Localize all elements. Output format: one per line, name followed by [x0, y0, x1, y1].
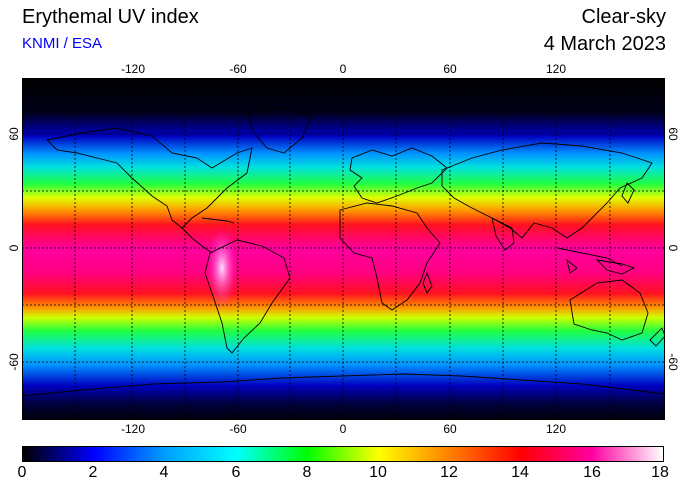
andes-peak-highlight [206, 226, 238, 310]
sky-mode-label: Clear-sky [581, 6, 666, 28]
credit-label: KNMI / ESA [22, 35, 103, 52]
colorbar-label: 4 [159, 464, 169, 481]
lat-tick-right: 60 [666, 127, 680, 141]
uv-index-map [22, 78, 665, 420]
lat-tick-left: 0 [7, 244, 21, 252]
lon-tick-top: 60 [443, 62, 457, 76]
map-border [22, 78, 665, 420]
lon-tick-top: -120 [120, 62, 146, 76]
colorbar-label: 18 [651, 464, 669, 481]
uv-colorbar [22, 446, 664, 462]
uv-field [22, 78, 665, 420]
lat-tick-right: 0 [666, 244, 680, 252]
lat-tick-right: -60 [666, 353, 680, 371]
continent-outlines [22, 107, 665, 397]
lat-tick-left: -60 [7, 353, 21, 371]
graticule [22, 78, 665, 420]
colorbar-label: 12 [440, 464, 458, 481]
colorbar-label: 6 [231, 464, 241, 481]
map-title: Erythemal UV index [22, 6, 199, 28]
colorbar-label: 10 [369, 464, 387, 481]
colorbar-label: 2 [88, 464, 98, 481]
lon-tick-top: -60 [229, 62, 247, 76]
lon-tick-top: 0 [339, 62, 347, 76]
lon-tick-bottom: -60 [229, 422, 247, 436]
lon-tick-bottom: 120 [545, 422, 567, 436]
colorbar-label: 0 [17, 464, 27, 481]
lon-tick-top: 120 [545, 62, 567, 76]
lon-tick-bottom: 60 [443, 422, 457, 436]
colorbar-label: 8 [302, 464, 312, 481]
lon-tick-bottom: -120 [120, 422, 146, 436]
colorbar-label: 16 [583, 464, 601, 481]
date-label: 4 March 2023 [543, 33, 666, 55]
lon-tick-bottom: 0 [339, 422, 347, 436]
lat-tick-left: 60 [7, 127, 21, 141]
colorbar-label: 14 [511, 464, 529, 481]
